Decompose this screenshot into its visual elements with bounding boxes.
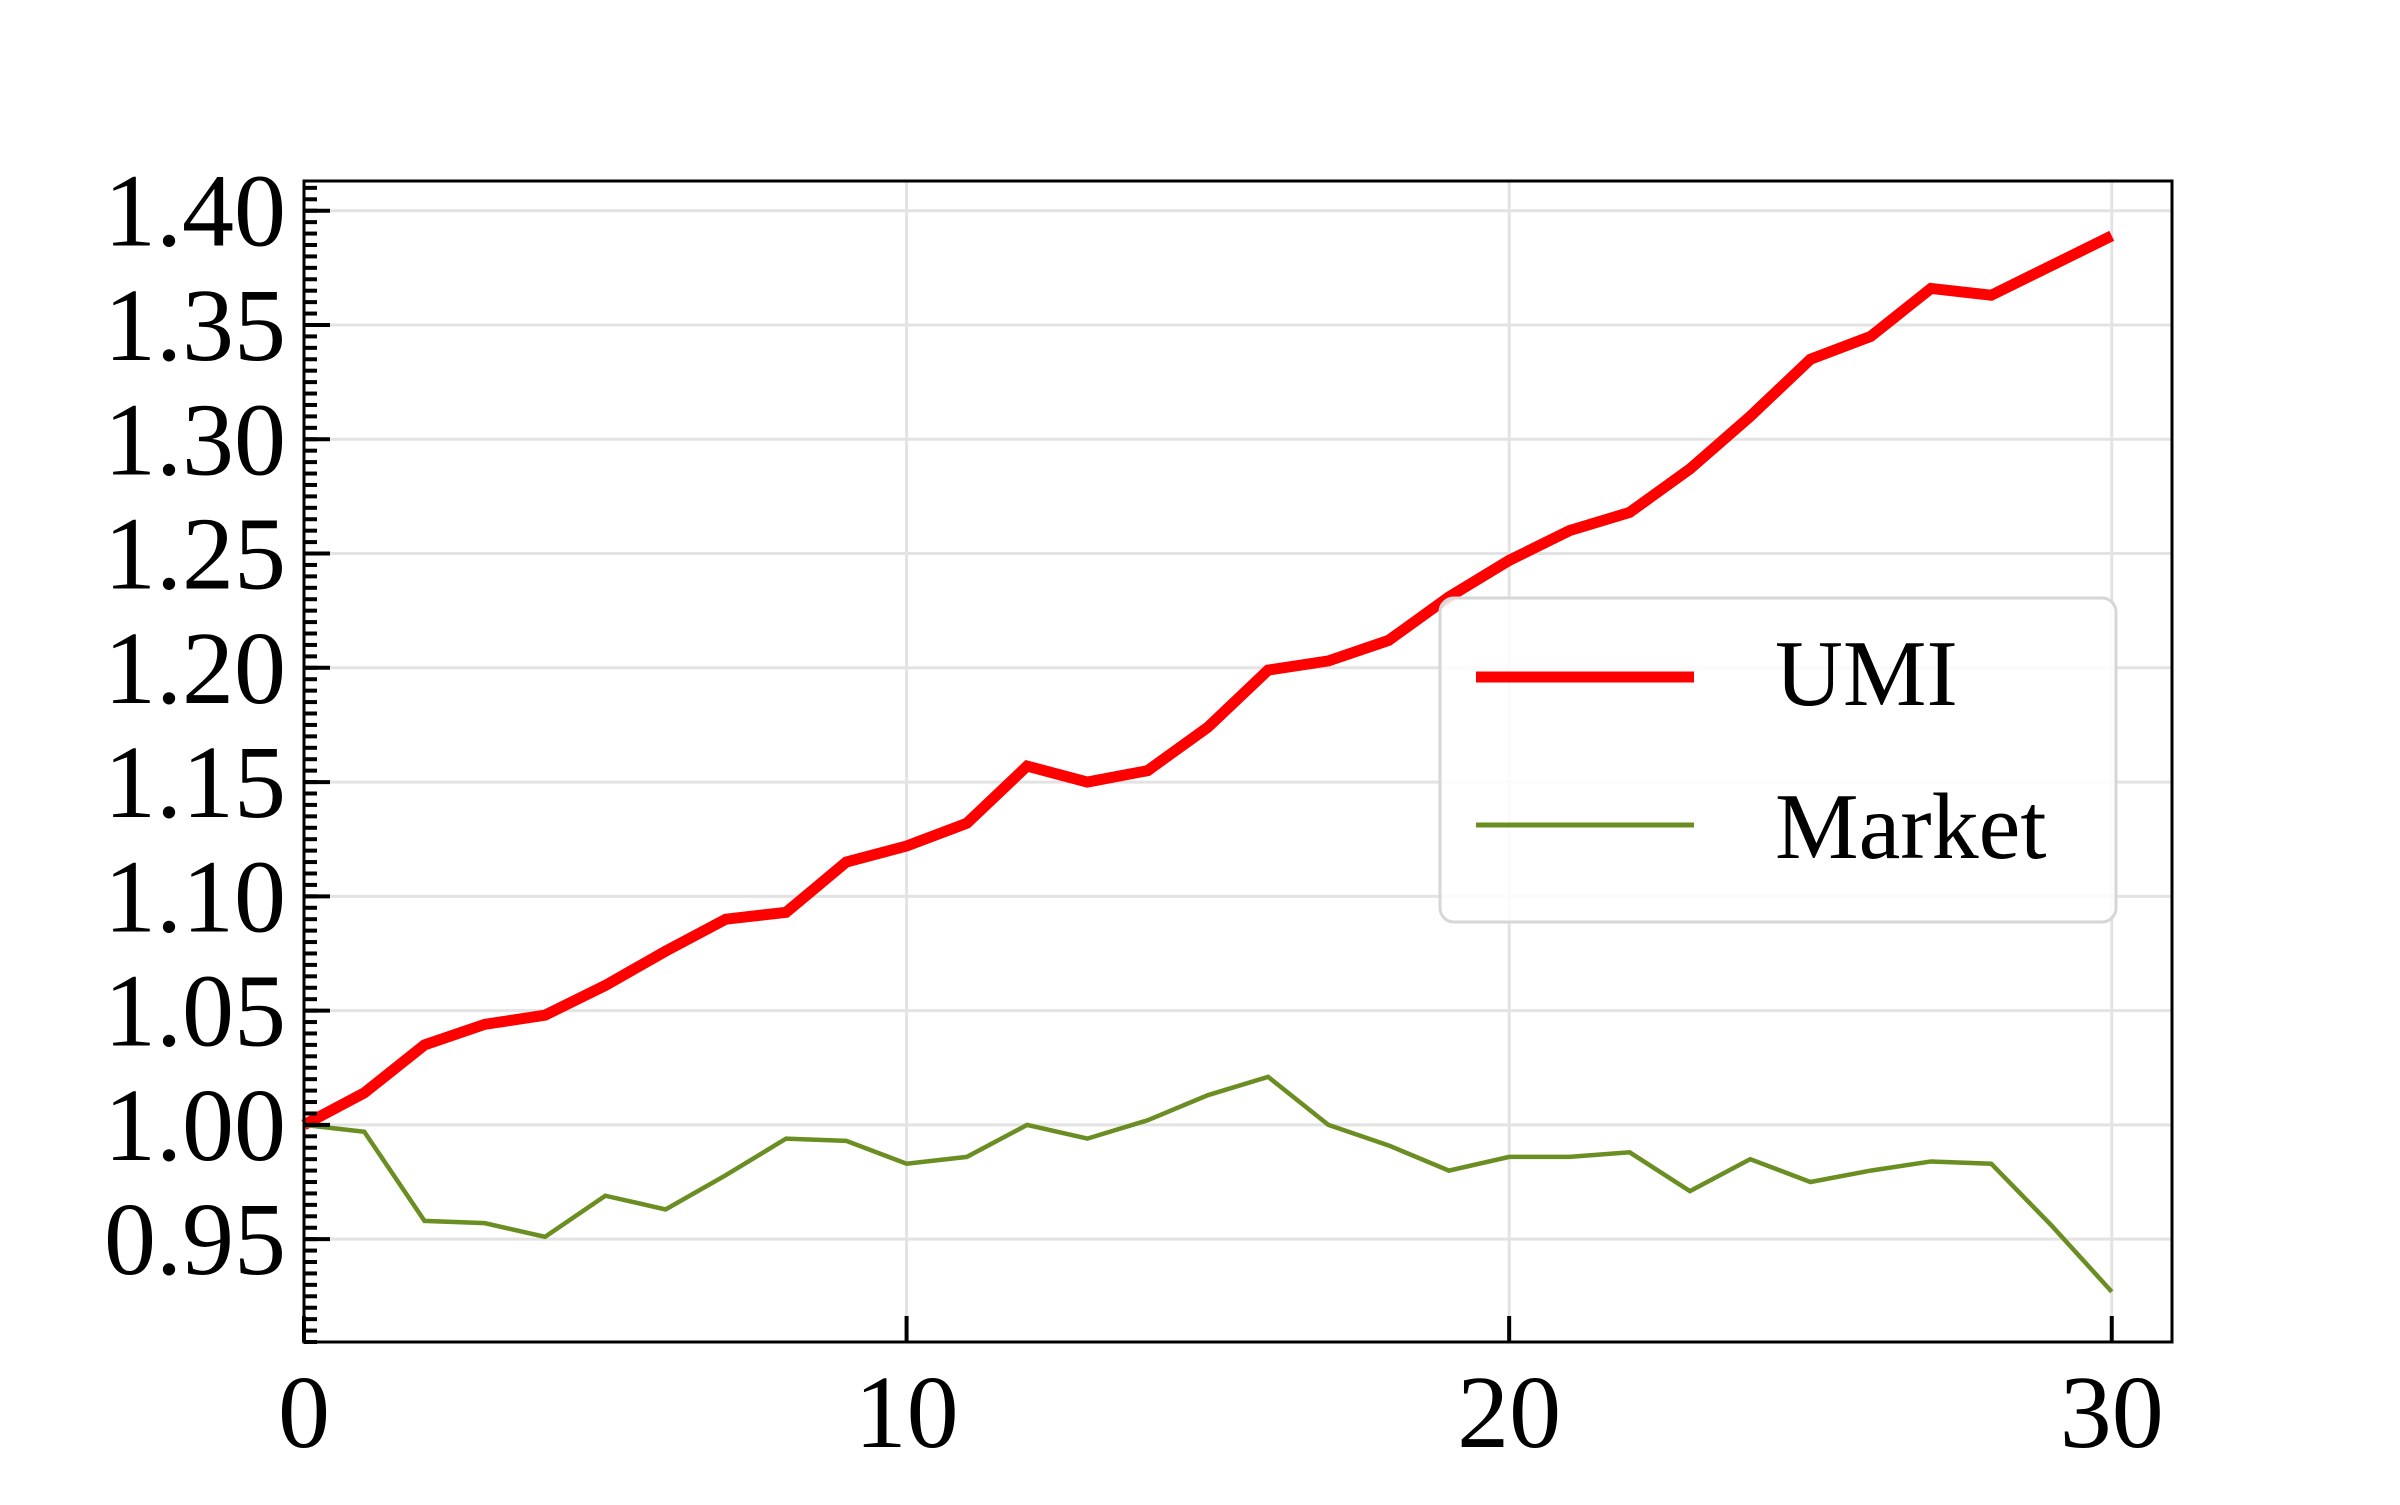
y-tick-label: 1.10 [104,839,286,954]
x-tick-label: 10 [855,1355,959,1470]
series-line-umi [301,230,2115,1130]
y-tick-label: 1.00 [104,1068,286,1183]
y-tick-label: 1.05 [104,954,286,1069]
series-line-market [303,1074,2114,1294]
tick-labels: 0.951.001.051.101.151.201.251.301.351.40… [104,154,2164,1470]
plot-frame [302,179,2174,1344]
y-tick-label: 1.35 [104,268,286,383]
legend-label-umi: UMI [1775,622,1958,726]
x-tick-label: 0 [278,1355,330,1470]
y-tick-label: 1.20 [104,611,286,726]
y-tick-label: 1.40 [104,154,286,269]
series-lines [301,230,2115,1294]
y-tick-label: 0.95 [104,1182,286,1297]
y-tick-label: 1.30 [104,382,286,497]
y-tick-label: 1.15 [104,725,286,840]
legend-label-market: Market [1775,775,2046,879]
x-tick-label: 20 [1457,1355,1561,1470]
legend: UMI Market [1438,596,2118,924]
ticks [302,185,2114,1344]
y-tick-label: 1.25 [104,497,286,612]
x-tick-label: 30 [2060,1355,2164,1470]
